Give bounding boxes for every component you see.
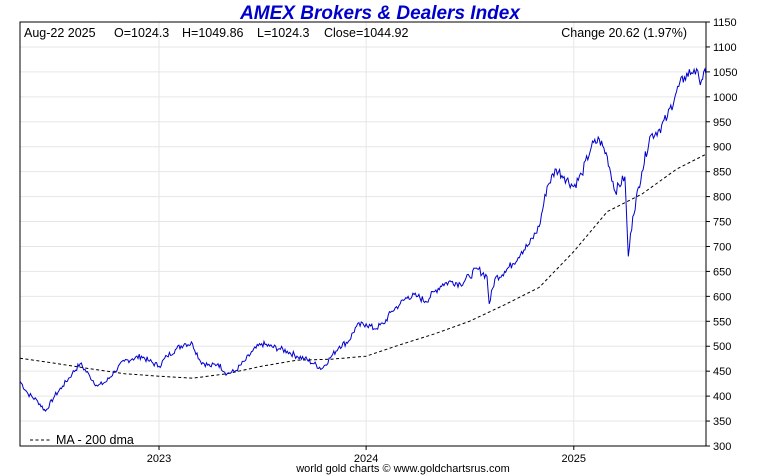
x-axis: 2023 2024 2025	[147, 446, 586, 465]
x-tick-label: 2025	[562, 453, 586, 465]
y-tick-label: 950	[713, 117, 731, 129]
info-change: Change 20.62 (1.97%)	[561, 26, 687, 40]
x-tick-label: 2023	[147, 453, 171, 465]
info-date: Aug-22 2025	[24, 26, 96, 40]
series-line-ma-200	[19, 153, 707, 379]
y-tick-label: 1100	[713, 42, 737, 54]
y-axis: 300 350 400 450 500 550 600 650 700 750 800 850 900 9…	[706, 17, 737, 453]
y-tick-label: 350	[713, 416, 731, 428]
y-tick-label: 600	[713, 291, 731, 303]
info-low: L=1024.3	[257, 26, 310, 40]
y-tick-label: 400	[713, 391, 731, 403]
series-line-index	[19, 67, 707, 413]
y-tick-label: 450	[713, 366, 731, 378]
y-tick-label: 800	[713, 192, 731, 204]
info-close: Close=1044.92	[324, 26, 408, 40]
y-tick-label: 650	[713, 266, 731, 278]
chart-title: AMEX Brokers & Dealers Index	[239, 3, 521, 24]
y-tick-label: 1050	[713, 67, 737, 79]
y-tick-label: 700	[713, 241, 731, 253]
y-tick-label: 300	[713, 441, 731, 453]
y-tick-label: 750	[713, 217, 731, 229]
legend-label-ma: MA - 200 dma	[56, 433, 134, 447]
credit-text: world gold charts © www.goldchartsrus.co…	[295, 463, 510, 475]
info-high: H=1049.86	[182, 26, 244, 40]
y-tick-label: 1000	[713, 92, 737, 104]
y-tick-label: 850	[713, 167, 731, 179]
y-tick-label: 500	[713, 341, 731, 353]
y-tick-label: 1150	[713, 17, 737, 29]
x-tick-label: 2024	[354, 453, 378, 465]
info-open: O=1024.3	[114, 26, 169, 40]
y-tick-label: 900	[713, 142, 731, 154]
plot-frame	[19, 21, 707, 447]
y-tick-label: 550	[713, 316, 731, 328]
